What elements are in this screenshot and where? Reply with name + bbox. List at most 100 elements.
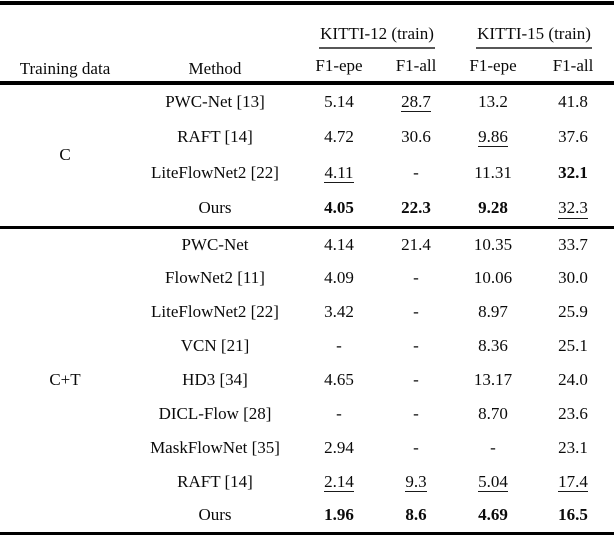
value-cell: 8.97 [454, 295, 532, 329]
value-cell: 9.86 [454, 119, 532, 155]
value-text: 25.1 [558, 336, 588, 355]
table-row: VCN [21] - - 8.36 25.1 [0, 329, 614, 363]
value-cell: 4.72 [300, 119, 378, 155]
value-cell: 21.4 [378, 225, 455, 261]
value-cell: 3.42 [300, 295, 378, 329]
value-text: 2.14 [324, 471, 354, 493]
value-text: 28.7 [401, 91, 431, 113]
value-text: 4.09 [324, 268, 354, 287]
table-row: MaskFlowNet [35] 2.94 - - 23.1 [0, 431, 614, 465]
method-cell: RAFT [14] [177, 127, 253, 146]
value-text: - [413, 268, 419, 287]
value-text: 16.5 [558, 505, 588, 525]
value-cell: 32.1 [532, 155, 614, 191]
value-cell: 30.0 [532, 261, 614, 295]
value-text: - [490, 438, 496, 457]
value-text: - [413, 438, 419, 457]
value-text: 23.1 [558, 438, 588, 457]
value-text: 9.86 [478, 126, 508, 148]
value-cell: 13.17 [454, 363, 532, 397]
value-cell: 4.65 [300, 363, 378, 397]
value-cell: - [300, 397, 378, 431]
header-f1all-k12: F1-all [395, 56, 437, 75]
value-cell: - [378, 261, 454, 295]
value-text: - [413, 302, 419, 321]
header-group-row: Training data Method KITTI-12 (train) KI… [0, 3, 614, 78]
value-text: - [413, 336, 419, 355]
method-cell: RAFT [14] [177, 472, 253, 491]
value-cell: - [454, 431, 532, 465]
value-cell: 32.3 [532, 191, 614, 227]
value-text: 41.8 [558, 92, 588, 111]
table-row: LiteFlowNet2 [22] 4.11 - 11.31 32.1 [0, 155, 614, 191]
value-cell: 24.0 [532, 363, 614, 397]
value-cell: - [378, 363, 454, 397]
value-text: - [413, 163, 419, 182]
value-text: 9.3 [405, 471, 427, 493]
method-cell: HD3 [34] [182, 370, 248, 389]
method-cell: Ours [198, 198, 232, 218]
value-text: 10.06 [473, 268, 513, 287]
value-cell: - [378, 329, 454, 363]
value-text: 4.69 [478, 505, 508, 525]
results-table: Training data Method KITTI-12 (train) KI… [0, 1, 614, 535]
value-text: 13.17 [473, 370, 513, 389]
value-text: 2.94 [324, 438, 354, 457]
value-text: 32.3 [558, 197, 588, 219]
value-cell: 33.7 [532, 225, 614, 261]
value-text: 37.6 [558, 127, 588, 146]
value-text: - [336, 336, 342, 355]
header-kitti15: KITTI-15 (train) [454, 3, 614, 51]
value-cell: 4.69 [454, 499, 532, 533]
value-text: 1.96 [324, 505, 354, 525]
header-f1epe-k15: F1-epe [469, 56, 517, 75]
value-text: 4.72 [324, 127, 354, 146]
value-cell: 25.9 [532, 295, 614, 329]
value-text: 22.3 [401, 198, 431, 218]
method-cell: FlowNet2 [11] [165, 268, 265, 287]
value-cell: - [378, 397, 454, 431]
value-cell: - [378, 155, 454, 191]
value-text: 8.97 [478, 302, 508, 321]
value-text: 4.65 [324, 370, 354, 389]
value-cell: 23.1 [532, 431, 614, 465]
value-cell: 9.3 [378, 465, 454, 499]
value-text: 32.1 [558, 163, 588, 182]
value-text: 5.14 [324, 92, 354, 111]
method-cell: VCN [21] [180, 336, 250, 355]
header-f1epe-k12: F1-epe [315, 56, 363, 75]
value-cell: 9.28 [454, 191, 532, 227]
value-text: 4.11 [324, 162, 354, 184]
value-cell: 37.6 [532, 119, 614, 155]
value-cell: 2.94 [300, 431, 378, 465]
value-text: - [336, 404, 342, 423]
method-cell: PWC-Net [13] [165, 92, 265, 111]
header-kitti15-label: KITTI-15 (train) [476, 24, 592, 49]
value-text: 30.6 [401, 127, 431, 146]
table-row: Ours 4.05 22.3 9.28 32.3 [0, 191, 614, 227]
value-cell: 41.8 [532, 83, 614, 119]
value-text: 24.0 [558, 370, 588, 389]
value-text: 8.36 [478, 336, 508, 355]
value-cell: 13.2 [454, 83, 532, 119]
value-cell: 10.35 [454, 225, 533, 261]
value-text: 4.14 [324, 234, 354, 254]
value-cell: - [378, 431, 454, 465]
method-cell: DICL-Flow [28] [158, 404, 272, 423]
header-kitti12-label: KITTI-12 (train) [319, 24, 435, 49]
value-text: - [413, 404, 419, 423]
value-cell: 1.96 [300, 499, 378, 533]
value-cell: 16.5 [532, 499, 614, 533]
value-cell: 8.36 [454, 329, 532, 363]
table-row: HD3 [34] 4.65 - 13.17 24.0 [0, 363, 614, 397]
training-data-cell: C+T [0, 225, 130, 533]
value-text: 4.05 [324, 198, 354, 218]
value-cell: 30.6 [378, 119, 454, 155]
value-text: 9.28 [478, 198, 508, 218]
value-cell: 8.70 [454, 397, 532, 431]
value-text: 10.35 [473, 234, 513, 254]
method-cell: LiteFlowNet2 [22] [151, 163, 279, 182]
value-cell: 11.31 [454, 155, 532, 191]
value-cell: 5.04 [454, 465, 532, 499]
